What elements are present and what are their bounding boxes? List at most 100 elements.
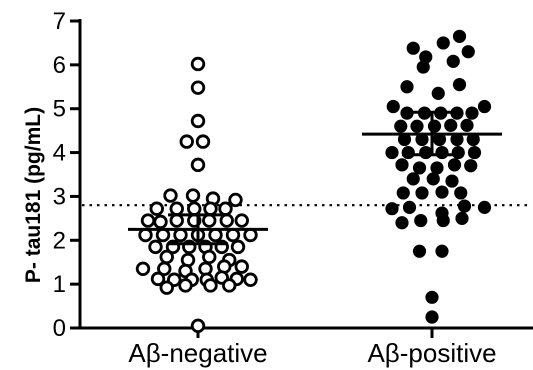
data-point xyxy=(195,134,211,149)
data-point xyxy=(450,132,464,147)
data-point xyxy=(385,145,399,160)
data-point xyxy=(169,213,184,228)
data-point xyxy=(228,192,243,208)
y-tick-label: 5 xyxy=(53,96,66,123)
data-point xyxy=(230,239,246,255)
data-point xyxy=(155,227,171,243)
y-tick-label: 0 xyxy=(53,315,66,342)
data-point xyxy=(402,200,417,214)
category-labels: Aβ-negative Aβ-positive xyxy=(128,338,496,368)
y-ticks: 0 1 2 3 4 5 6 7 xyxy=(53,8,434,342)
data-point xyxy=(435,145,449,160)
data-point xyxy=(225,227,241,243)
axes xyxy=(78,19,533,330)
data-point xyxy=(148,239,163,255)
data-point xyxy=(435,244,449,258)
data-point xyxy=(461,45,475,59)
data-point xyxy=(234,213,249,228)
data-point xyxy=(412,244,427,258)
data-point xyxy=(178,278,193,293)
data-point xyxy=(452,77,467,92)
data-point xyxy=(234,259,249,274)
y-tick-label: 4 xyxy=(53,140,66,167)
data-point xyxy=(435,185,449,199)
data-point xyxy=(467,145,482,160)
data-point xyxy=(243,272,258,287)
data-point xyxy=(432,132,447,147)
data-point xyxy=(157,261,172,276)
data-point xyxy=(243,227,258,243)
data-point xyxy=(427,119,442,133)
data-point xyxy=(419,50,433,64)
data-point xyxy=(385,202,399,216)
data-point xyxy=(203,278,218,293)
data-point xyxy=(202,249,217,265)
data-point xyxy=(454,186,468,200)
data-point xyxy=(149,201,164,216)
data-point xyxy=(457,199,472,213)
y-tick-label: 3 xyxy=(53,183,66,210)
data-point xyxy=(430,161,444,175)
data-point xyxy=(190,80,206,95)
data-point xyxy=(444,118,458,132)
data-points xyxy=(135,29,492,334)
data-point xyxy=(460,118,474,132)
data-point xyxy=(396,186,410,200)
data-point xyxy=(222,278,237,293)
data-point xyxy=(190,157,206,173)
data-point xyxy=(400,80,414,94)
data-point xyxy=(446,54,460,68)
data-point xyxy=(190,318,206,334)
data-point xyxy=(447,158,462,172)
data-point xyxy=(416,60,430,74)
data-point xyxy=(436,36,450,50)
data-point xyxy=(406,41,420,55)
data-point xyxy=(190,56,206,72)
data-point xyxy=(425,290,439,304)
data-point xyxy=(187,201,202,216)
data-point xyxy=(150,271,166,287)
category-label: Aβ-positive xyxy=(367,338,496,368)
data-point xyxy=(203,201,218,216)
category-label: Aβ-negative xyxy=(128,338,267,368)
data-point xyxy=(394,119,408,133)
data-point xyxy=(135,261,151,276)
y-tick-label: 2 xyxy=(53,227,66,254)
data-point xyxy=(395,158,409,172)
data-point xyxy=(185,188,201,203)
data-point xyxy=(219,213,234,228)
y-tick-label: 1 xyxy=(53,271,66,298)
y-axis-title: P- tau181 (pg/mL) xyxy=(22,107,45,283)
data-point xyxy=(397,132,412,147)
data-point xyxy=(426,172,440,186)
data-point xyxy=(202,213,217,228)
data-point xyxy=(445,174,459,188)
data-point xyxy=(138,227,153,243)
data-point xyxy=(153,214,168,230)
data-point xyxy=(436,213,450,228)
data-point xyxy=(140,213,156,228)
data-point xyxy=(412,161,427,175)
data-point xyxy=(477,200,492,214)
error-bars xyxy=(128,110,502,246)
data-point xyxy=(451,145,465,160)
data-point xyxy=(401,145,415,160)
data-point xyxy=(163,188,178,203)
data-point xyxy=(386,99,400,114)
data-point xyxy=(414,213,428,228)
data-point xyxy=(464,159,478,173)
y-tick-label: 6 xyxy=(53,52,66,79)
data-point xyxy=(406,172,420,186)
data-point xyxy=(395,216,409,230)
data-point xyxy=(208,227,223,243)
data-point xyxy=(466,132,480,147)
data-point xyxy=(169,201,184,216)
data-point xyxy=(190,113,206,129)
data-point xyxy=(455,211,469,225)
data-point xyxy=(415,186,429,200)
data-point xyxy=(159,249,174,265)
data-point xyxy=(173,227,188,243)
data-point xyxy=(452,29,467,43)
data-point xyxy=(477,99,492,114)
